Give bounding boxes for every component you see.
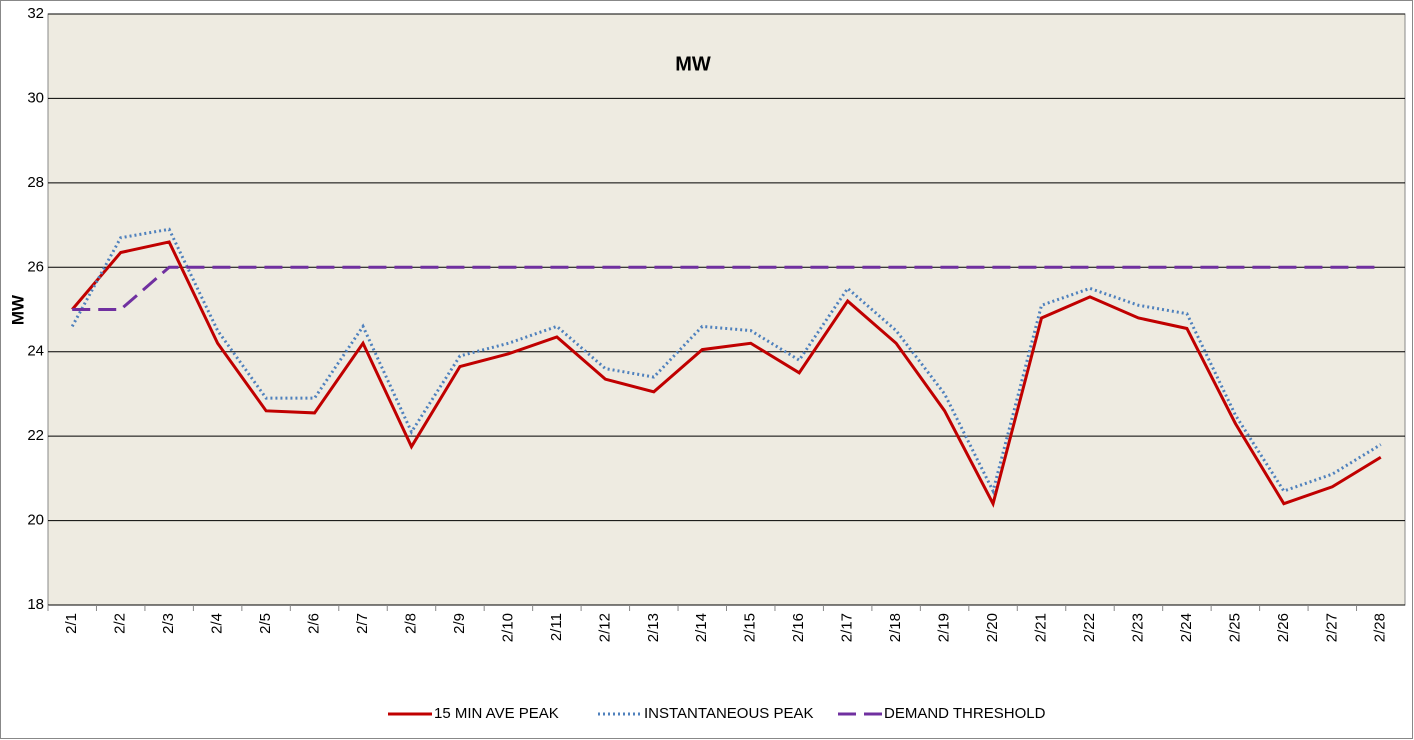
x-tick-label: 2/4 bbox=[209, 613, 226, 634]
y-tick-label: 30 bbox=[27, 89, 44, 106]
x-tick-label: 2/3 bbox=[160, 613, 177, 634]
x-tick-label: 2/26 bbox=[1275, 613, 1292, 642]
x-tick-label: 2/8 bbox=[402, 613, 419, 634]
series-line bbox=[70, 227, 1382, 496]
x-tick-label: 2/9 bbox=[451, 613, 468, 634]
y-tick-label: 18 bbox=[27, 596, 44, 613]
x-tick-label: 2/18 bbox=[887, 613, 904, 642]
x-tick-label: 2/21 bbox=[1032, 613, 1049, 642]
y-tick-label: 32 bbox=[27, 5, 44, 22]
legend-label: 15 MIN AVE PEAK bbox=[434, 705, 559, 722]
x-tick-label: 2/10 bbox=[499, 613, 516, 642]
x-tick-label: 2/1 bbox=[63, 613, 80, 634]
y-tick-label: 24 bbox=[27, 343, 44, 360]
series-line bbox=[72, 265, 1381, 311]
x-tick-label: 2/17 bbox=[839, 613, 856, 642]
legend-label: INSTANTANEOUS PEAK bbox=[644, 705, 813, 722]
x-tick-label: 2/16 bbox=[790, 613, 807, 642]
x-tick-label: 2/19 bbox=[936, 613, 953, 642]
x-tick-label: 2/13 bbox=[645, 613, 662, 642]
x-tick-label: 2/24 bbox=[1178, 613, 1195, 642]
y-tick-label: 28 bbox=[27, 174, 44, 191]
y-tick-label: 26 bbox=[27, 258, 44, 275]
x-tick-label: 2/28 bbox=[1372, 613, 1389, 642]
y-axis-label: MW bbox=[8, 294, 27, 325]
x-tick-label: 2/27 bbox=[1323, 613, 1340, 642]
y-tick-label: 20 bbox=[27, 512, 44, 529]
x-tick-label: 2/15 bbox=[742, 613, 759, 642]
x-tick-label: 2/11 bbox=[548, 613, 565, 641]
x-tick-label: 2/25 bbox=[1226, 613, 1243, 642]
plot-area bbox=[47, 13, 1406, 606]
x-tick-label: 2/22 bbox=[1081, 613, 1098, 642]
x-tick-label: 2/23 bbox=[1129, 613, 1146, 642]
x-tick-label: 2/14 bbox=[693, 613, 710, 642]
x-tick-label: 2/6 bbox=[306, 613, 323, 634]
x-tick-label: 2/7 bbox=[354, 613, 371, 634]
x-tick-label: 2/12 bbox=[596, 613, 613, 642]
series-line bbox=[71, 240, 1382, 508]
x-tick-label: 2/2 bbox=[112, 613, 129, 634]
legend-label: DEMAND THRESHOLD bbox=[884, 705, 1046, 722]
chart-title: MW bbox=[675, 53, 711, 75]
y-tick-label: 22 bbox=[27, 427, 44, 444]
x-tick-label: 2/20 bbox=[984, 613, 1001, 642]
x-tick-label: 2/5 bbox=[257, 613, 274, 634]
